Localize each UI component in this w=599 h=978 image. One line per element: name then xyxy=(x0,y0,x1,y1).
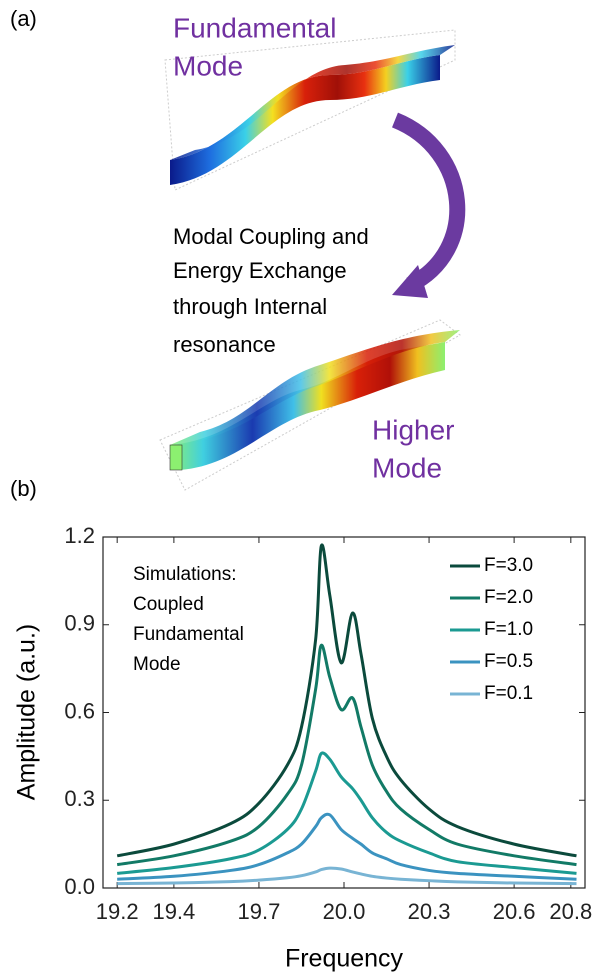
y-tick-label: 1.2 xyxy=(64,523,95,548)
x-tick-label: 20.0 xyxy=(323,899,366,924)
legend-label: F=3.0 xyxy=(484,555,533,576)
beam-higher xyxy=(159,319,461,491)
arrow-head xyxy=(392,265,428,298)
mode-label: Mode xyxy=(173,50,243,81)
line-series xyxy=(116,643,577,867)
line-series xyxy=(117,751,577,875)
caption: Modal Coupling and xyxy=(173,224,369,249)
legend-label: F=0.5 xyxy=(484,651,533,672)
mode-label: Mode xyxy=(372,452,442,483)
caption: Energy Exchange xyxy=(173,258,347,283)
mode-label: Fundamental xyxy=(173,12,336,43)
line-series xyxy=(116,543,577,858)
x-tick-label: 20.6 xyxy=(493,899,536,924)
panel-label: (b) xyxy=(10,476,37,501)
legend-label: F=1.0 xyxy=(484,619,533,640)
y-tick-label: 0.6 xyxy=(64,698,95,723)
legend-label: F=2.0 xyxy=(484,587,533,608)
caption: resonance xyxy=(173,332,276,357)
annotation: Fundamental xyxy=(133,624,244,645)
arrow xyxy=(391,112,466,293)
line-series xyxy=(117,866,577,886)
y-axis-label: Amplitude (a.u.) xyxy=(13,624,41,800)
x-tick-label: 20.3 xyxy=(408,899,451,924)
annotation: Mode xyxy=(133,654,181,675)
beam-fundamental xyxy=(164,29,456,191)
line-series xyxy=(117,812,577,881)
x-tick-label: 19.4 xyxy=(152,899,195,924)
mode-label: Higher xyxy=(372,414,454,445)
x-tick-label: 19.7 xyxy=(238,899,281,924)
y-tick-label: 0.3 xyxy=(64,786,95,811)
caption: through Internal xyxy=(173,294,327,319)
x-tick-label: 19.2 xyxy=(96,899,139,924)
legend-label: F=0.1 xyxy=(484,683,533,704)
panel-label: (a) xyxy=(10,6,37,31)
x-tick-label: 20.8 xyxy=(549,899,592,924)
annotation: Coupled xyxy=(133,594,204,615)
annotation: Simulations: xyxy=(133,564,237,585)
x-axis-label: Frequency xyxy=(285,945,404,973)
y-tick-label: 0.9 xyxy=(64,611,95,636)
y-tick-label: 0.0 xyxy=(64,874,95,899)
